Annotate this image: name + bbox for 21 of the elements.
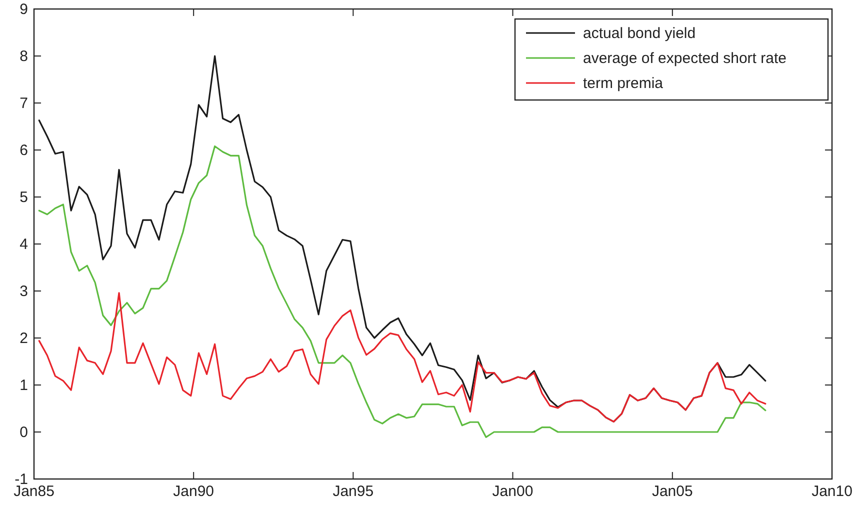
line-series — [38, 292, 766, 422]
y-tick-label: 0 — [20, 424, 28, 441]
y-tick-label: 9 — [20, 1, 28, 18]
x-tick-label: Jan85 — [14, 483, 54, 500]
x-tick-label: Jan90 — [173, 483, 214, 500]
legend-label: average of expected short rate — [583, 50, 786, 67]
y-tick-label: 1 — [20, 377, 28, 394]
y-tick-label: 3 — [20, 283, 28, 300]
y-tick-label: 6 — [20, 142, 28, 159]
x-tick-label: Jan05 — [652, 483, 693, 500]
x-tick-label: Jan95 — [332, 483, 374, 500]
y-tick-label: 5 — [20, 189, 28, 206]
y-tick-label: 2 — [20, 330, 28, 347]
legend-label: term premia — [583, 75, 664, 92]
legend-label: actual bond yield — [583, 25, 696, 42]
y-tick-label: 7 — [20, 95, 28, 112]
y-tick-label: 4 — [20, 236, 28, 253]
line-series — [38, 145, 766, 438]
y-tick-label: 8 — [20, 48, 28, 65]
x-tick-label: Jan10 — [812, 483, 852, 500]
x-tick-label: Jan00 — [492, 483, 534, 500]
